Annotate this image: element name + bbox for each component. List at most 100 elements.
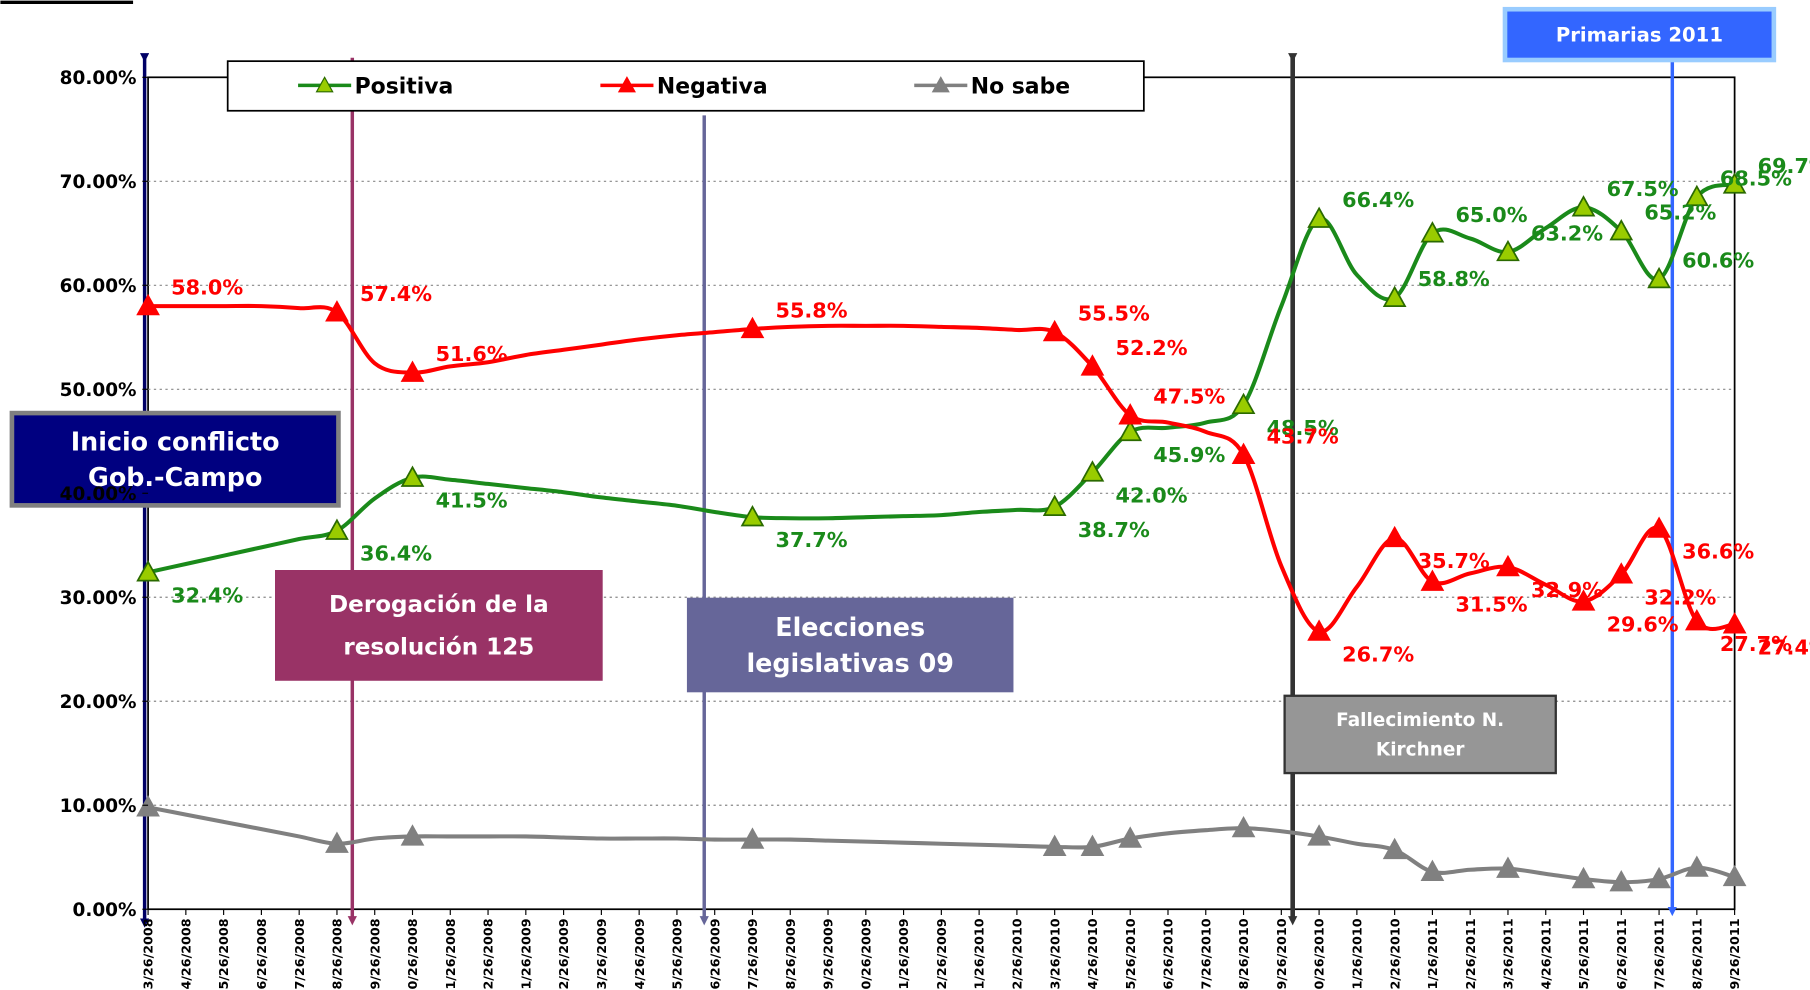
- x-tick-label: 6/26/2009: [707, 918, 722, 989]
- y-tick-label: 30.00%: [60, 588, 137, 609]
- data-label: 63.2%: [1531, 221, 1603, 245]
- y-tick-label: 70.00%: [60, 172, 137, 193]
- marker: [1080, 460, 1105, 482]
- x-tick-label: 10/26/2010: [1312, 918, 1327, 990]
- annotation-box: [9, 410, 341, 508]
- y-tick-label: 40.00%: [60, 484, 137, 505]
- data-label: 26.7%: [1342, 643, 1414, 667]
- data-label: 29.6%: [1607, 612, 1679, 636]
- x-tick-label: 12/26/2010: [1387, 918, 1402, 990]
- x-tick-label: 3/26/2010: [1047, 918, 1062, 989]
- marker: [1420, 859, 1445, 881]
- value-labels: 32.4% 36.4% 41.5% 37.7% 38.7% 42.0% 45.9% 48.5%…: [171, 154, 1810, 667]
- data-label: 69.7%: [1758, 154, 1810, 178]
- marker: [400, 360, 425, 382]
- data-label: 47.5%: [1153, 385, 1225, 409]
- marker: [1382, 525, 1407, 548]
- x-tick-label: 5/26/2011: [1576, 918, 1591, 989]
- y-tick-label: 0.00%: [73, 900, 137, 921]
- marker: [1420, 569, 1445, 591]
- marker: [1307, 619, 1331, 641]
- legend-marker: [617, 76, 636, 93]
- annotation-text: Derogación de la: [329, 592, 549, 618]
- x-tick-label: 2/26/2011: [1463, 918, 1478, 989]
- data-label: 58.8%: [1418, 267, 1490, 291]
- x-tick-label: 5/26/2009: [670, 918, 685, 989]
- marker: [1231, 815, 1256, 838]
- x-tick-label: 4/26/2010: [1085, 918, 1100, 989]
- annotation-text: Inicio conflicto: [71, 426, 280, 456]
- marker: [136, 560, 160, 582]
- data-label: 41.5%: [436, 489, 508, 513]
- event-lines: [140, 53, 1677, 928]
- x-tick-label: 8/26/2011: [1689, 918, 1704, 989]
- marker: [1684, 855, 1709, 877]
- x-tick-label: 1/26/2009: [518, 918, 533, 989]
- data-label: 45.9%: [1153, 443, 1225, 467]
- legend: Positiva Negativa No sabe: [226, 60, 1145, 112]
- annotation-box: [686, 597, 1014, 693]
- marker: [1080, 834, 1105, 857]
- marker: [136, 293, 160, 316]
- x-tick-label: 7/26/2009: [745, 918, 760, 989]
- x-tick-label: 6/26/2011: [1614, 918, 1629, 989]
- x-tick-label: 4/26/2008: [178, 918, 193, 989]
- y-tick-label: 50.00%: [60, 380, 137, 401]
- marker: [1609, 870, 1634, 892]
- x-tick-label: 10/26/2008: [405, 918, 420, 990]
- annotation-box: [1502, 6, 1777, 63]
- x-tick-label: 7/26/2011: [1652, 918, 1667, 989]
- data-label: 60.6%: [1682, 249, 1754, 273]
- marker: [740, 505, 765, 527]
- legend-label: Positiva: [355, 74, 454, 99]
- axes: 0.00% 10.00% 20.00% 30.00% 40.00% 50.00% 60.00…: [60, 68, 1743, 990]
- data-label: 27.7%: [1720, 632, 1792, 656]
- data-label: 32.4%: [171, 583, 243, 607]
- data-label: 55.8%: [776, 298, 848, 322]
- x-tick-label: 1/26/2010: [972, 918, 987, 989]
- annotation-text: Gob.-Campo: [88, 462, 262, 492]
- x-tick-label: 3/26/2008: [141, 918, 156, 989]
- marker: [1571, 866, 1596, 889]
- x-tick-label: 11/26/2010: [1349, 918, 1364, 990]
- marker: [1722, 612, 1747, 634]
- data-label: 65.0%: [1455, 203, 1527, 227]
- x-tick-label: 6/26/2010: [1161, 918, 1176, 989]
- annotation-text: Primarias 2011: [1556, 23, 1723, 46]
- marker: [1382, 837, 1407, 860]
- data-label: 43.7%: [1267, 424, 1339, 448]
- marker: [1496, 856, 1520, 878]
- annotation-text: Fallecimiento N.: [1336, 710, 1504, 731]
- annotation-box: [1283, 694, 1557, 775]
- x-tick-label: 7/26/2010: [1198, 918, 1213, 989]
- marker: [1684, 609, 1709, 631]
- marker: [1118, 403, 1143, 425]
- legend-marker: [931, 76, 950, 93]
- y-tick-label: 10.00%: [60, 796, 137, 817]
- legend-label: No sabe: [971, 74, 1070, 99]
- data-label: 42.0%: [1116, 483, 1188, 507]
- marker: [1571, 589, 1596, 611]
- data-label: 66.4%: [1342, 188, 1414, 212]
- data-label: 65.2%: [1644, 201, 1716, 225]
- x-tick-label: 11/26/2008: [443, 918, 458, 990]
- data-label: 27.4%: [1758, 635, 1810, 659]
- x-tick-label: 12/26/2008: [481, 918, 496, 990]
- marker: [1420, 221, 1445, 243]
- annotations: Inicio conflicto Gob.-Campo Derogación de …: [9, 6, 1777, 775]
- data-label: 67.5%: [1607, 177, 1679, 201]
- marker: [136, 795, 160, 817]
- marker: [400, 824, 425, 846]
- marker: [1042, 319, 1067, 342]
- data-label: 37.7%: [776, 528, 848, 552]
- marker: [1080, 354, 1105, 376]
- marker: [1496, 239, 1520, 262]
- data-label: 38.7%: [1078, 518, 1150, 542]
- marker: [1231, 392, 1256, 415]
- x-tick-label: 8/26/2008: [330, 918, 345, 989]
- x-tick-label: 4/26/2009: [632, 918, 647, 989]
- x-tick-label: 2/26/2009: [556, 918, 571, 989]
- data-label: 51.6%: [436, 342, 508, 366]
- marker: [325, 831, 349, 853]
